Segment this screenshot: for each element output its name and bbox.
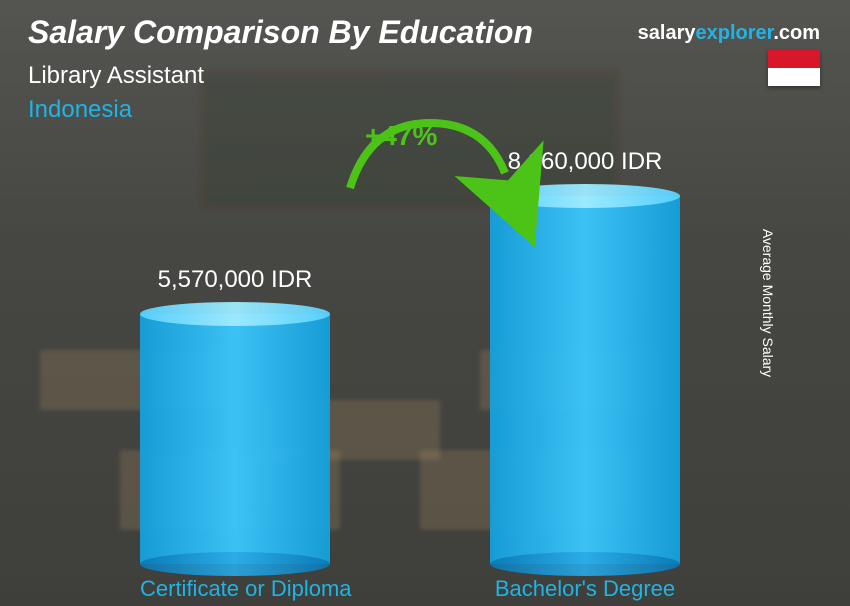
bar-value-0: 5,570,000 IDR <box>140 266 330 294</box>
y-axis-label: Average Monthly Salary <box>760 229 776 377</box>
brand-part3: .com <box>773 22 820 44</box>
bar-body-0 <box>140 314 330 564</box>
bar-0: 5,570,000 IDR Certificate or Diploma <box>140 314 330 564</box>
chart-subtitle: Library Assistant <box>28 62 204 90</box>
bar-foot <box>490 552 680 576</box>
bar-1: 8,160,000 IDR Bachelor's Degree <box>490 196 680 564</box>
percent-increase: +47% <box>365 120 437 152</box>
brand-part2: explorer <box>695 22 773 44</box>
bar-foot <box>140 552 330 576</box>
flag-top-stripe <box>768 50 820 68</box>
brand-label: salaryexplorer.com <box>638 22 820 45</box>
bar-label-0: Certificate or Diploma <box>140 576 330 602</box>
bar-cap <box>140 302 330 326</box>
bar-group-1: 8,160,000 IDR Bachelor's Degree <box>490 196 680 564</box>
flag-icon <box>768 50 820 86</box>
bar-body-1 <box>490 196 680 564</box>
chart-title: Salary Comparison By Education <box>28 14 533 51</box>
chart-canvas: Salary Comparison By Education Library A… <box>0 0 850 606</box>
bar-label-1: Bachelor's Degree <box>490 576 680 602</box>
chart-country: Indonesia <box>28 96 132 124</box>
brand-part1: salary <box>638 22 696 44</box>
bar-group-0: 5,570,000 IDR Certificate or Diploma <box>140 314 330 564</box>
flag-bottom-stripe <box>768 68 820 86</box>
